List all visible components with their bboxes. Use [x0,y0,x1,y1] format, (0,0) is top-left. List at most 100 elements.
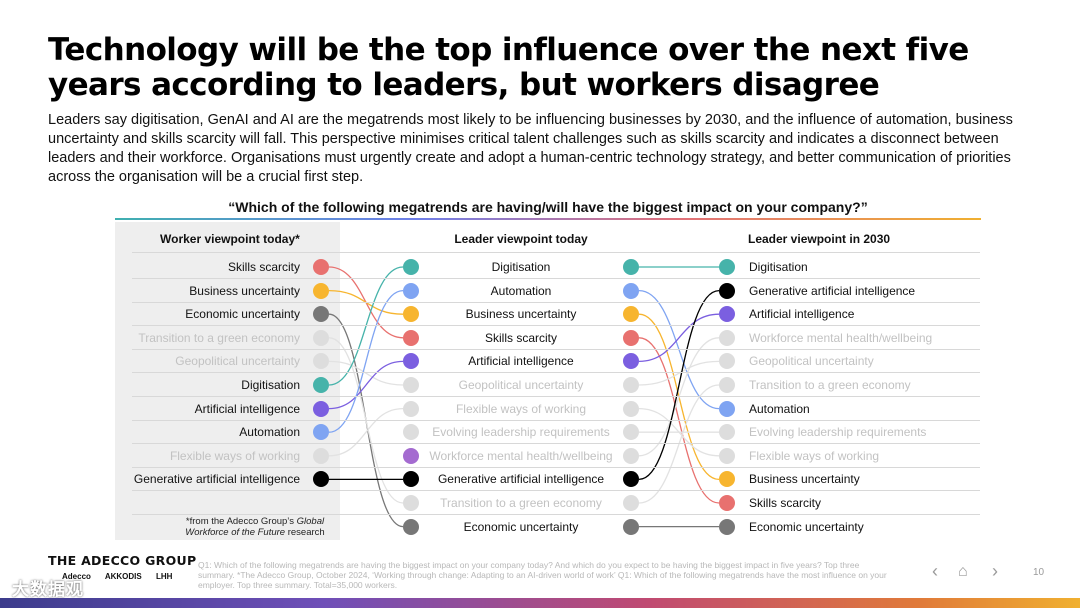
worker-label-geopolitical-uncertainty: Geopolitical uncertainty [175,354,300,369]
worker-label-automation: Automation [239,425,300,440]
worker-dot-flexible-ways-of-working [313,447,329,464]
home-icon[interactable]: ⌂ [958,563,968,580]
worker-label-digitisation: Digitisation [241,378,300,392]
row-separator [132,325,980,327]
page-title: Technology will be the top influence ove… [48,32,969,103]
adecco-group-logo: THE ADECCO GROUP [48,553,197,568]
header-separator [132,252,980,253]
leader-today-label-economic-uncertainty: Economic uncertainty [463,519,579,534]
watermark: 大数据观 [12,580,84,599]
leader-2030-label-economic-uncertainty: Economic uncertainty [749,519,864,534]
row-separator [132,301,980,303]
leader-today-label-digitisation: Digitisation [491,260,551,274]
worker-label-business-uncertainty: Business uncertainty [189,283,300,298]
leader-2030-dot-flexible-ways-of-working [719,447,735,464]
leader-2030-dot-evolving-leadership-requirements [719,424,735,441]
leader-2030-label-geopolitical-uncertainty: Geopolitical uncertainty [749,354,874,369]
worker-label-flexible-ways-of-working: Flexible ways of working [169,448,300,463]
leader-today-right-dot-generative-artificial-intelligence [623,471,639,488]
row-separator [132,514,980,515]
survey-question: “Which of the following megatrends are h… [228,199,868,215]
leader-today-column-header: Leader viewpoint today [454,232,588,246]
page-number: 10 [1033,567,1045,578]
leader-2030-label-artificial-intelligence: Artificial intelligence [749,307,855,322]
leader-2030-label-digitisation: Digitisation [749,260,808,274]
leader-today-label-generative-artificial-intelligence: Generative artificial intelligence [437,472,605,487]
leader-2030-label-transition-to-a-green-economy: Transition to a green economy [749,378,911,392]
leader-2030-dot-skills-scarcity [719,495,735,511]
previous-slide-icon[interactable]: ‹ [932,561,938,581]
leader-today-left-dot-geopolitical-uncertainty [403,377,419,393]
page-subtitle: Leaders say digitisation, GenAI and AI a… [48,112,1013,185]
worker-dot-geopolitical-uncertainty [313,353,329,370]
leader-2030-label-flexible-ways-of-working: Flexible ways of working [749,448,880,463]
adecco-logo: Adecco [62,572,91,581]
row-separator [132,372,980,374]
row-separator [132,348,980,350]
leader-today-right-dot-economic-uncertainty [623,518,639,535]
brand-color-bar [0,598,1080,608]
leader-today-right-dot-automation [623,282,639,299]
worker-label-skills-scarcity: Skills scarcity [227,260,300,274]
leader-today-label-flexible-ways-of-working: Flexible ways of working [455,401,587,416]
leader-today-right-dot-artificial-intelligence [623,353,639,370]
leader-2030-dot-transition-to-a-green-economy [719,377,735,393]
lhh-logo: LHH [155,572,173,581]
leader-today-left-dot-evolving-leadership-requirements [403,424,419,441]
worker-dot-artificial-intelligence [313,400,329,417]
leader-2030-dot-automation [719,400,735,417]
leader-2030-label-workforce-mental-health-wellbeing: Workforce mental health/wellbeing [749,330,933,345]
leader-2030-dot-generative-artificial-intelligence [719,282,735,299]
row-separator [132,466,980,468]
leader-today-left-dot-automation [403,282,419,299]
leader-today-right-dot-evolving-leadership-requirements [623,424,639,441]
leader-today-right-dot-business-uncertainty [623,306,639,323]
leader-today-left-dot-skills-scarcity [403,329,419,346]
source-note: Q1: Which of the following megatrends ar… [198,560,887,590]
row-separator [132,419,980,421]
leader-today-label-evolving-leadership-requirements: Evolving leadership requirements [432,425,610,440]
sub-brand-logos: Adecco AKKODIS LHH [62,572,184,581]
worker-dot-automation [313,424,329,441]
leader-2030-dot-artificial-intelligence [719,306,735,323]
leader-today-right-dot-transition-to-a-green-economy [623,495,639,511]
leader-2030-dot-business-uncertainty [719,471,735,488]
leader-today-right-dot-skills-scarcity [623,329,639,346]
worker-column-background [115,222,340,540]
leader-today-label-artificial-intelligence: Artificial intelligence [468,354,574,369]
connector-worker-flexible-ways-of-working [328,407,404,457]
leader-2030-dot-geopolitical-uncertainty [719,353,735,370]
leader-today-right-dot-geopolitical-uncertainty [623,377,639,393]
leader-today-left-dot-workforce-mental-health-wellbeing [403,447,419,464]
worker-label-transition-to-a-green-economy: Transition to a green economy [138,330,300,345]
row-separator [132,278,980,279]
akkodis-logo: AKKODIS [104,572,142,581]
leader-today-label-business-uncertainty: Business uncertainty [465,307,577,322]
leader-today-label-workforce-mental-health-wellbeing: Workforce mental health/wellbeing [429,448,613,463]
leader-today-label-automation: Automation [490,283,552,298]
worker-dot-business-uncertainty [313,282,329,299]
leader-today-label-transition-to-a-green-economy: Transition to a green economy [440,496,602,510]
worker-dot-digitisation [313,377,329,393]
worker-dot-skills-scarcity [313,259,329,275]
connector-2030-generative-artificial-intelligence [638,289,720,481]
leader-2030-dot-digitisation [719,259,735,275]
leader-2030-label-skills-scarcity: Skills scarcity [749,496,822,510]
worker-dot-transition-to-a-green-economy [313,329,329,346]
worker-column-header: Worker viewpoint today* [160,232,300,246]
leader-today-left-dot-digitisation [403,259,419,275]
leader-today-right-dot-workforce-mental-health-wellbeing [623,447,639,464]
row-separator [132,396,980,397]
leader-today-left-dot-transition-to-a-green-economy [403,495,419,511]
next-slide-icon[interactable]: › [992,561,998,581]
leader-2030-dot-economic-uncertainty [719,518,735,535]
question-underline [115,218,981,220]
connector-worker-automation [328,289,404,433]
leader-today-left-dot-generative-artificial-intelligence [403,471,419,488]
row-separator [132,490,980,492]
leader-2030-label-generative-artificial-intelligence: Generative artificial intelligence [749,283,916,298]
leader-2030-column-header: Leader viewpoint in 2030 [748,232,891,246]
leader-today-left-dot-flexible-ways-of-working [403,400,419,417]
worker-label-generative-artificial-intelligence: Generative artificial intelligence [133,472,300,487]
worker-dot-economic-uncertainty [313,306,329,323]
